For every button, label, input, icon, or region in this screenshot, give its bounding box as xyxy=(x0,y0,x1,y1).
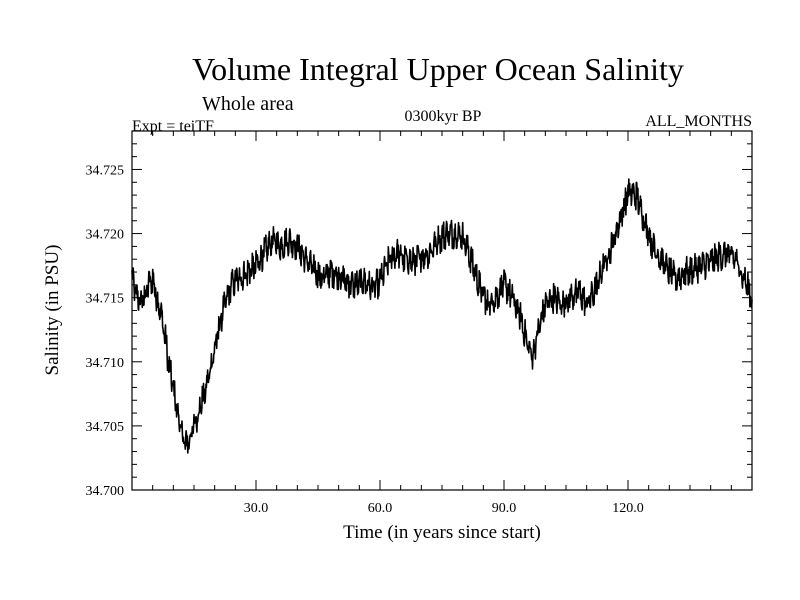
x-tick-label: 120.0 xyxy=(612,501,644,516)
y-tick-label: 34.720 xyxy=(86,228,125,243)
months-label: ALL_MONTHS xyxy=(645,113,752,130)
plot-frame xyxy=(131,130,753,491)
y-axis-label: Salinity (in PSU) xyxy=(42,245,63,376)
y-axis: 34.700 34.705 34.710 34.715 34.720 34.725 xyxy=(86,143,752,499)
y-tick-label: 34.725 xyxy=(86,163,125,178)
x-tick-label: 30.0 xyxy=(244,501,269,516)
y-tick-label: 34.710 xyxy=(86,356,125,371)
chart-title: Volume Integral Upper Ocean Salinity xyxy=(192,51,684,87)
plot-area: 30.0 60.0 90.0 120.0 34.70034.70534.71034.7… xyxy=(86,130,753,516)
x-axis: 30.0 60.0 90.0 120.0 xyxy=(152,131,732,516)
salinity-series-line xyxy=(131,178,753,454)
chart-subtitle: Whole area xyxy=(202,93,294,115)
y-tick-label: 34.700 xyxy=(86,484,125,499)
y-tick-label: 34.715 xyxy=(86,292,125,307)
x-axis-label: Time (in years since start) xyxy=(343,522,541,543)
period-label: 0300kyr BP xyxy=(405,108,482,125)
x-tick-label: 60.0 xyxy=(368,501,393,516)
x-tick-label: 90.0 xyxy=(492,501,517,516)
y-tick-label: 34.705 xyxy=(86,420,125,435)
